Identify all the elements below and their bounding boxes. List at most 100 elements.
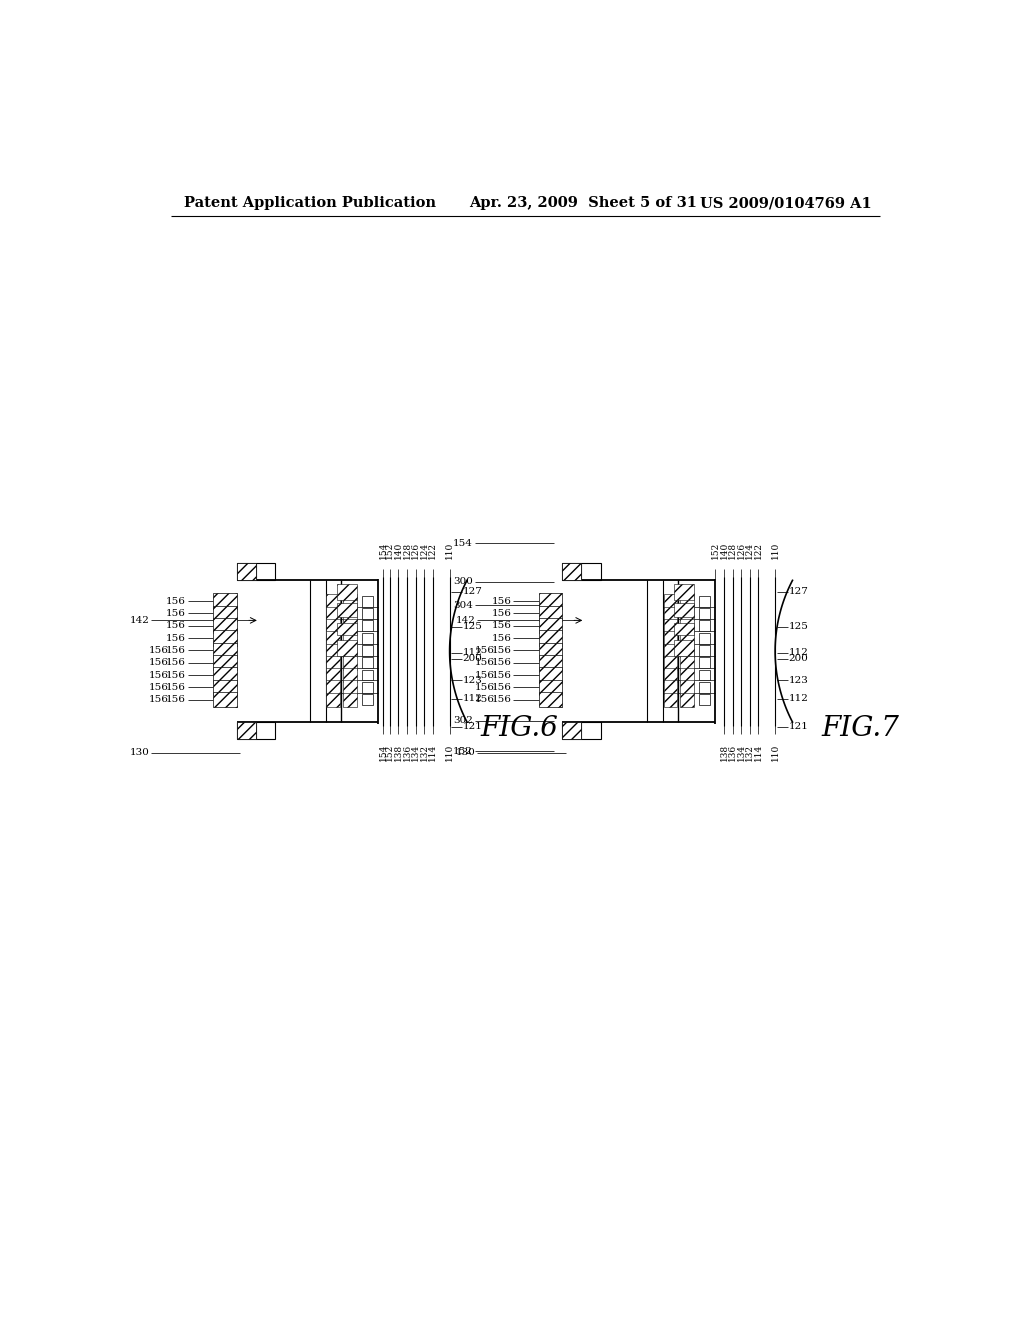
Bar <box>213 606 237 622</box>
Text: 156: 156 <box>492 634 512 643</box>
Text: 154: 154 <box>379 743 387 760</box>
Bar <box>562 564 582 581</box>
Bar <box>699 609 710 619</box>
Bar <box>680 656 693 669</box>
Bar <box>337 640 356 656</box>
Text: 156: 156 <box>492 671 512 680</box>
Text: 123: 123 <box>463 676 482 685</box>
Text: 130: 130 <box>456 748 475 758</box>
Text: 156: 156 <box>150 671 169 680</box>
Text: 142: 142 <box>456 616 475 624</box>
Text: 125: 125 <box>463 622 482 631</box>
Text: 124: 124 <box>745 541 754 558</box>
Text: 121: 121 <box>788 722 808 731</box>
Bar <box>699 632 710 644</box>
Text: 112: 112 <box>788 648 808 657</box>
Text: FIG.7: FIG.7 <box>821 714 899 742</box>
Bar <box>680 693 693 706</box>
Bar <box>539 594 562 609</box>
Bar <box>362 620 373 631</box>
Bar <box>362 657 373 668</box>
Text: 112: 112 <box>463 694 482 704</box>
Text: 126: 126 <box>736 541 745 558</box>
Bar <box>539 631 562 645</box>
Bar <box>327 594 340 609</box>
Text: 110: 110 <box>445 743 454 760</box>
Bar <box>699 669 710 681</box>
Text: 156: 156 <box>150 645 169 655</box>
Text: 136: 136 <box>728 743 737 760</box>
Bar <box>337 623 356 635</box>
Bar <box>680 668 693 682</box>
Text: 156: 156 <box>492 622 512 630</box>
Text: 122: 122 <box>754 541 763 558</box>
Bar <box>562 564 601 581</box>
Bar <box>362 645 373 656</box>
Bar <box>362 694 373 705</box>
Text: 156: 156 <box>166 634 186 643</box>
Text: 156: 156 <box>150 682 169 692</box>
Text: 156: 156 <box>492 659 512 667</box>
Text: 156: 156 <box>475 671 495 680</box>
Text: 156: 156 <box>492 645 512 655</box>
Text: 156: 156 <box>492 696 512 704</box>
Text: 156: 156 <box>166 622 186 630</box>
Text: 156: 156 <box>475 645 495 655</box>
Text: 156: 156 <box>166 671 186 680</box>
Text: 156: 156 <box>166 597 186 606</box>
Text: Apr. 23, 2009  Sheet 5 of 31: Apr. 23, 2009 Sheet 5 of 31 <box>469 197 697 210</box>
Bar <box>562 722 582 739</box>
Bar <box>362 609 373 619</box>
Text: 134: 134 <box>411 743 420 760</box>
Bar <box>337 603 356 618</box>
Text: 156: 156 <box>475 696 495 704</box>
Text: US 2009/0104769 A1: US 2009/0104769 A1 <box>700 197 872 210</box>
Bar <box>213 680 237 696</box>
Text: 124: 124 <box>420 541 429 558</box>
Bar <box>539 680 562 696</box>
Bar <box>213 668 237 682</box>
Bar <box>327 619 340 632</box>
Bar <box>680 607 693 620</box>
Bar <box>237 564 256 581</box>
Text: 156: 156 <box>166 696 186 704</box>
Bar <box>664 644 678 657</box>
Bar <box>362 682 373 693</box>
Text: 138: 138 <box>394 743 403 760</box>
Bar <box>699 595 710 607</box>
Bar <box>343 631 356 645</box>
Bar <box>237 722 275 739</box>
Text: 127: 127 <box>463 587 482 597</box>
Text: 152: 152 <box>385 743 394 760</box>
Text: 140: 140 <box>720 541 728 558</box>
Bar <box>539 643 562 659</box>
Bar <box>664 668 678 682</box>
Text: 156: 156 <box>166 682 186 692</box>
Bar <box>675 623 693 635</box>
Bar <box>664 656 678 669</box>
Text: 156: 156 <box>492 682 512 692</box>
Bar <box>343 619 356 632</box>
Bar <box>343 644 356 657</box>
Bar <box>664 631 678 645</box>
Bar <box>213 631 237 645</box>
Text: 152: 152 <box>385 541 394 558</box>
Text: 304: 304 <box>453 601 473 610</box>
Text: 110: 110 <box>771 743 779 760</box>
Text: 123: 123 <box>788 676 808 685</box>
Text: 156: 156 <box>150 659 169 667</box>
Bar <box>699 620 710 631</box>
Bar <box>362 632 373 644</box>
Text: 152: 152 <box>711 541 720 558</box>
Bar <box>343 668 356 682</box>
Text: 127: 127 <box>788 587 808 597</box>
Bar <box>327 681 340 694</box>
Bar <box>539 668 562 682</box>
Bar <box>664 619 678 632</box>
Bar <box>664 681 678 694</box>
Bar <box>327 668 340 682</box>
Bar <box>675 585 693 599</box>
Text: 121: 121 <box>463 722 482 731</box>
Text: 112: 112 <box>788 694 808 704</box>
Bar <box>699 657 710 668</box>
